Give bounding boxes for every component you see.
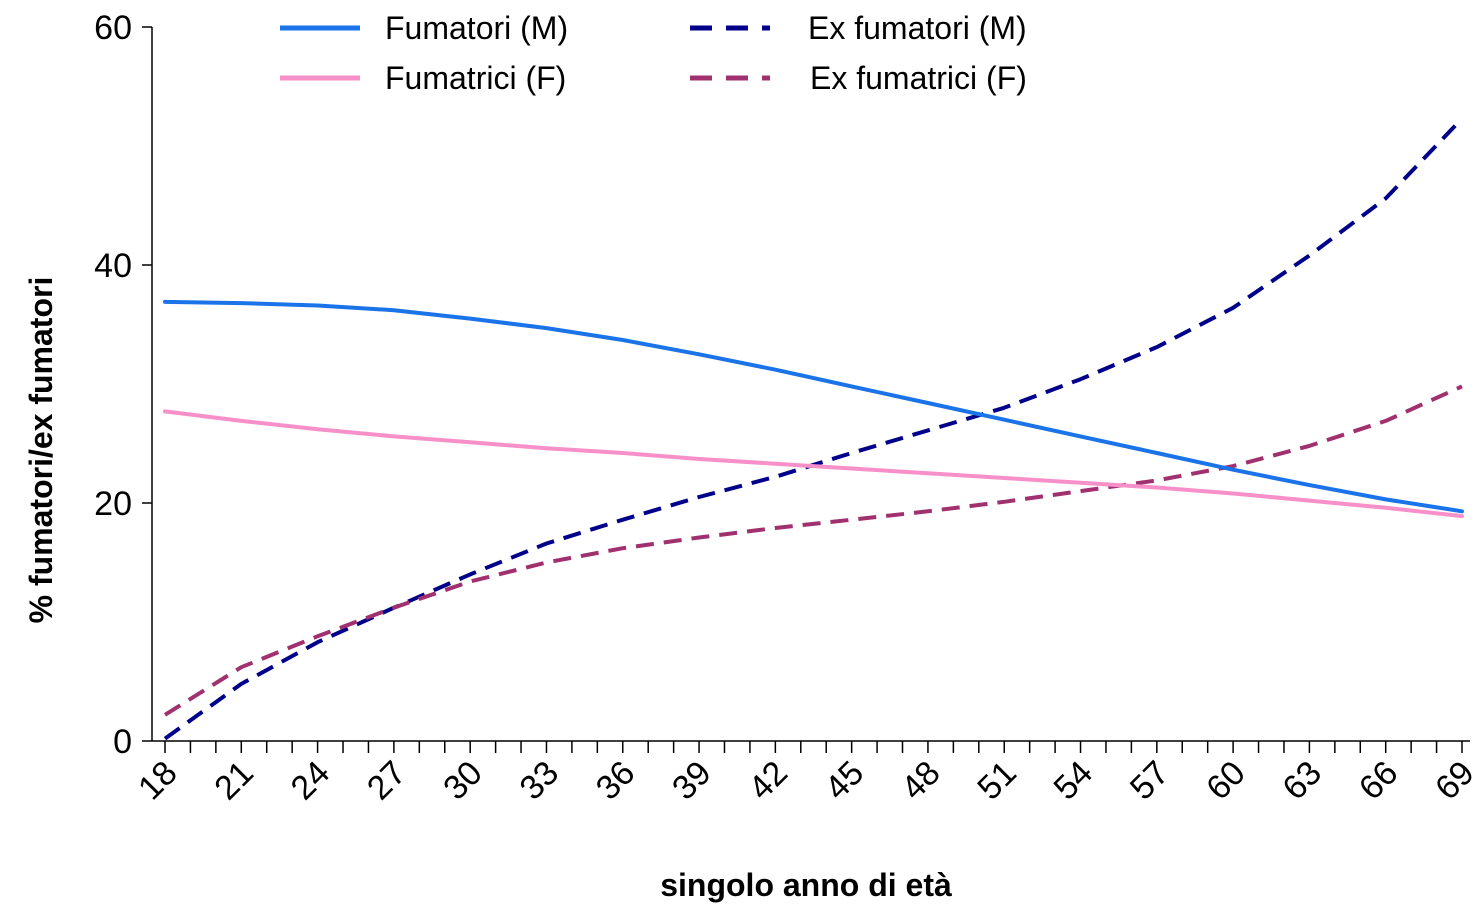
x-tick-label: 42: [741, 754, 795, 808]
series-line-3: [163, 117, 1464, 741]
y-tick-label: 60: [94, 9, 132, 47]
x-tick-label: 66: [1352, 754, 1406, 808]
x-tick-label: 57: [1123, 754, 1177, 808]
x-tick-label: 21: [207, 754, 261, 808]
x-tick-label: 45: [818, 754, 872, 808]
series-line-2: [163, 409, 1464, 519]
x-tick-label: 24: [284, 754, 338, 808]
y-tick-label: 40: [94, 247, 132, 285]
y-tick-label: 20: [94, 485, 132, 523]
x-tick-label: 60: [1199, 754, 1253, 808]
x-tick-label: 18: [131, 754, 185, 808]
legend-label: Ex fumatori (M): [808, 10, 1027, 46]
y-axis-title: % fumatori/ex fumatori: [23, 277, 59, 624]
axes: 0 20 40 60 18 21 24 27 30 33 36 39 42 45 48 51 54 57 60 63 6…: [94, 9, 1473, 807]
legend-label: Fumatori (M): [385, 10, 568, 46]
y-tick-label: 0: [113, 723, 132, 761]
legend-label: Fumatrici (F): [385, 60, 566, 96]
series-layer: [163, 117, 1464, 741]
legend-label: Ex fumatrici (F): [810, 60, 1027, 96]
x-tick-label: 39: [665, 754, 719, 808]
legend: Fumatori (M) Fumatrici (F) Ex fumatori (M)…: [280, 10, 1027, 96]
series-line-1: [163, 299, 1464, 514]
x-tick-label: 30: [436, 754, 490, 808]
x-tick-label: 63: [1275, 754, 1329, 808]
x-tick-label: 33: [513, 754, 567, 808]
x-axis-title: singolo anno di età: [660, 867, 952, 903]
x-tick-label: 69: [1428, 754, 1473, 808]
x-tick-label: 48: [894, 754, 948, 808]
x-tick-label: 54: [1047, 754, 1101, 808]
x-tick-label: 27: [360, 754, 414, 808]
x-tick-label: 51: [970, 754, 1024, 808]
x-tick-label: 36: [589, 754, 643, 808]
series-line-4: [163, 384, 1463, 717]
